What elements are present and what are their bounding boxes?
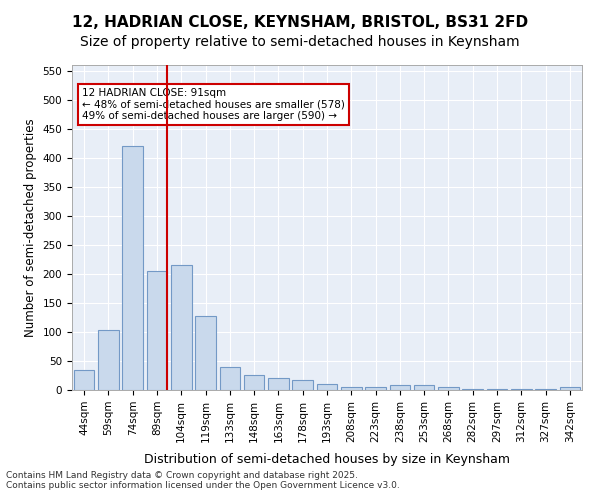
Bar [487,389,508,390]
Bar [365,387,386,390]
Bar [98,330,119,390]
Bar [414,386,434,390]
Text: Contains HM Land Registry data © Crown copyright and database right 2025.
Contai: Contains HM Land Registry data © Crown c… [6,470,400,490]
Bar [535,389,556,390]
Text: 12 HADRIAN CLOSE: 91sqm
← 48% of semi-detached houses are smaller (578)
49% of s: 12 HADRIAN CLOSE: 91sqm ← 48% of semi-de… [82,88,345,121]
Bar [317,384,337,390]
Bar [74,370,94,390]
Bar [171,265,191,390]
Bar [463,389,483,390]
Bar [389,386,410,390]
Bar [220,367,240,390]
Bar [511,389,532,390]
Bar [268,378,289,390]
Bar [146,271,167,390]
Bar [244,376,265,390]
Bar [292,380,313,390]
Bar [122,146,143,390]
Bar [341,387,362,390]
Text: 12, HADRIAN CLOSE, KEYNSHAM, BRISTOL, BS31 2FD: 12, HADRIAN CLOSE, KEYNSHAM, BRISTOL, BS… [72,15,528,30]
X-axis label: Distribution of semi-detached houses by size in Keynsham: Distribution of semi-detached houses by … [144,453,510,466]
Bar [438,387,459,390]
Bar [560,387,580,390]
Y-axis label: Number of semi-detached properties: Number of semi-detached properties [24,118,37,337]
Bar [195,316,216,390]
Text: Size of property relative to semi-detached houses in Keynsham: Size of property relative to semi-detach… [80,35,520,49]
